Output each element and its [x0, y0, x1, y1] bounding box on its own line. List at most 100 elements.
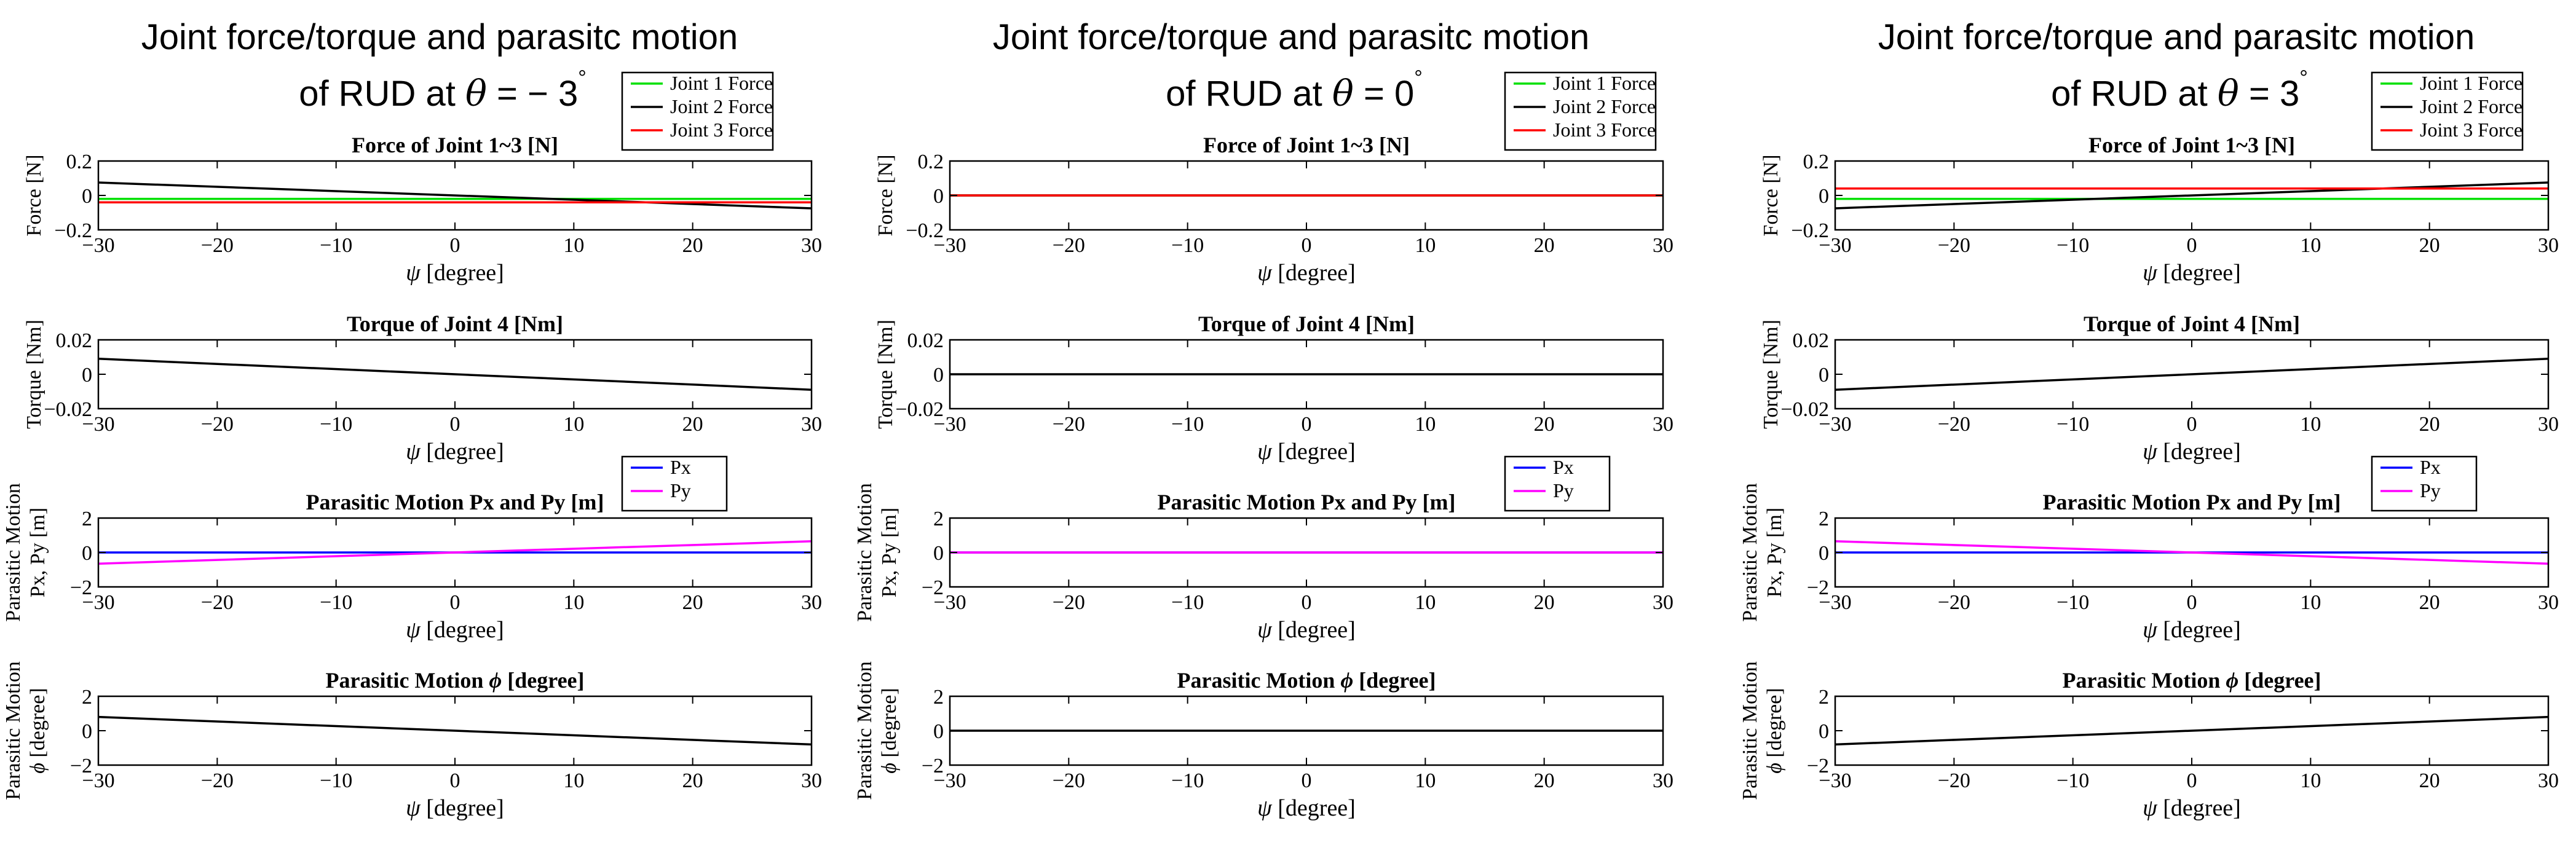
- x-axis-label-unit: [degree]: [1272, 260, 1356, 286]
- y-tick-label: 0: [1819, 364, 1829, 387]
- y-axis-label-symbol: ϕ: [26, 763, 49, 774]
- y-axis-label-line2: ϕ [degree]: [1763, 688, 1786, 773]
- x-axis-label: ψ [degree]: [1257, 795, 1356, 821]
- x-tick-label: −20: [1938, 591, 1970, 614]
- subplot-title-unit: [degree]: [502, 668, 584, 693]
- x-axis-label-unit: [degree]: [1272, 795, 1356, 821]
- x-tick-label: 20: [1534, 769, 1555, 792]
- x-tick-label: 20: [2419, 591, 2440, 614]
- x-axis-label: ψ [degree]: [1257, 260, 1356, 286]
- column-title-1: Joint force/torque and parasitc motion of…: [993, 17, 1589, 114]
- x-tick-label: 20: [1534, 413, 1555, 436]
- x-axis-label-symbol: ψ: [406, 260, 421, 286]
- x-axis-label-symbol: ψ: [406, 795, 421, 821]
- x-axis-label-unit: [degree]: [1272, 617, 1356, 643]
- x-tick-label: 30: [1653, 591, 1673, 614]
- y-tick-label: 0: [82, 542, 92, 565]
- x-tick-label: 10: [1415, 413, 1436, 436]
- subplot-c2-r0: Force of Joint 1~3 [N] −30 −20 −10 0 10 20 30 −0…: [1760, 71, 2559, 286]
- x-axis-label: ψ [degree]: [2143, 260, 2241, 286]
- subplot-title-text: Parasitic Motion: [2062, 668, 2226, 693]
- x-tick-label: 10: [2300, 413, 2321, 436]
- title-value: = 0: [1354, 74, 1414, 114]
- y-tick-label: 0: [1819, 720, 1829, 743]
- column-title-line1: Joint force/torque and parasitc motion: [1878, 17, 2475, 57]
- series-line-0: [1835, 358, 2548, 391]
- y-axis-label-unit: [degree]: [878, 688, 901, 763]
- y-tick-label: 2: [82, 686, 92, 709]
- y-axis-label-symbol: ϕ: [1763, 763, 1786, 774]
- x-tick-label: 10: [563, 591, 584, 614]
- x-tick-label: 10: [2300, 234, 2321, 257]
- x-tick-label: 20: [1534, 234, 1555, 257]
- x-axis-label: ψ [degree]: [406, 260, 504, 286]
- column-title-line2: of RUD at θ = 0°: [1166, 66, 1423, 114]
- y-axis-label-line1: Parasitic Motion: [1739, 661, 1761, 800]
- series-line-0: [98, 358, 812, 391]
- legend-box: [1504, 455, 1611, 512]
- x-axis-label-unit: [degree]: [421, 260, 504, 286]
- x-tick-label: −10: [1171, 234, 1204, 257]
- x-tick-label: −10: [2056, 591, 2089, 614]
- x-axis-label-unit: [degree]: [421, 617, 504, 643]
- x-tick-label: 0: [1302, 769, 1312, 792]
- x-tick-label: −30: [1819, 591, 1851, 614]
- legend-entry: Joint 1 Force: [670, 72, 773, 94]
- x-tick-label: −20: [1053, 234, 1085, 257]
- y-axis-label-line1: Parasitic Motion: [853, 483, 876, 622]
- x-tick-label: −20: [1053, 769, 1085, 792]
- y-tick-label: −2: [922, 755, 944, 777]
- series-line-py: [98, 540, 812, 565]
- subplot-title: Parasitic Motion Px and Py [m]: [2043, 490, 2341, 514]
- series-line-0: [98, 715, 812, 746]
- x-tick-label: 0: [2187, 591, 2197, 614]
- x-axis-label-symbol: ψ: [1257, 795, 1273, 821]
- x-tick-label: −30: [1819, 413, 1851, 436]
- y-tick-label: −0.2: [1791, 219, 1829, 242]
- title-degree-symbol: °: [2299, 66, 2308, 90]
- x-tick-label: 0: [1302, 413, 1312, 436]
- x-tick-label: 30: [801, 769, 822, 792]
- legend-box: [2371, 71, 2524, 151]
- x-axis-label-unit: [degree]: [1272, 439, 1356, 465]
- x-tick-label: −20: [201, 234, 234, 257]
- x-tick-label: 20: [1534, 591, 1555, 614]
- x-axis-label: ψ [degree]: [2143, 795, 2241, 821]
- legend-box: [1504, 71, 1657, 151]
- x-axis-label-symbol: ψ: [2143, 260, 2158, 286]
- x-axis-label-unit: [degree]: [2157, 439, 2241, 465]
- legend-entry: Joint 3 Force: [670, 119, 773, 141]
- x-tick-label: −10: [2056, 413, 2089, 436]
- x-tick-label: −10: [1171, 413, 1204, 436]
- x-tick-label: 0: [450, 769, 460, 792]
- column-title-line1: Joint force/torque and parasitc motion: [993, 17, 1589, 57]
- title-theta-symbol: θ: [2218, 73, 2239, 114]
- x-axis-label-unit: [degree]: [421, 439, 504, 465]
- x-tick-label: −20: [1938, 234, 1970, 257]
- title-degree-symbol: °: [1414, 66, 1423, 90]
- x-tick-label: 0: [1302, 591, 1312, 614]
- title-prefix: of RUD at: [2051, 74, 2218, 114]
- legend-entry: Py: [670, 479, 691, 501]
- x-tick-label: 10: [1415, 234, 1436, 257]
- x-tick-label: −20: [1053, 591, 1085, 614]
- x-axis-label-symbol: ψ: [2143, 439, 2158, 465]
- x-tick-label: −10: [2056, 769, 2089, 792]
- x-tick-label: −10: [320, 234, 352, 257]
- title-prefix: of RUD at: [299, 74, 465, 114]
- legend-entry: Py: [1553, 479, 1574, 501]
- x-tick-label: 20: [2419, 769, 2440, 792]
- y-tick-label: 0.2: [66, 151, 93, 173]
- x-tick-label: 20: [682, 234, 703, 257]
- x-axis-label: ψ [degree]: [406, 617, 504, 643]
- x-tick-label: −20: [201, 769, 234, 792]
- y-tick-label: −0.2: [54, 219, 92, 242]
- legend-entry: Px: [670, 456, 691, 478]
- legend-box: [621, 455, 728, 512]
- subplot-title: Parasitic Motion ϕ [degree]: [325, 668, 584, 693]
